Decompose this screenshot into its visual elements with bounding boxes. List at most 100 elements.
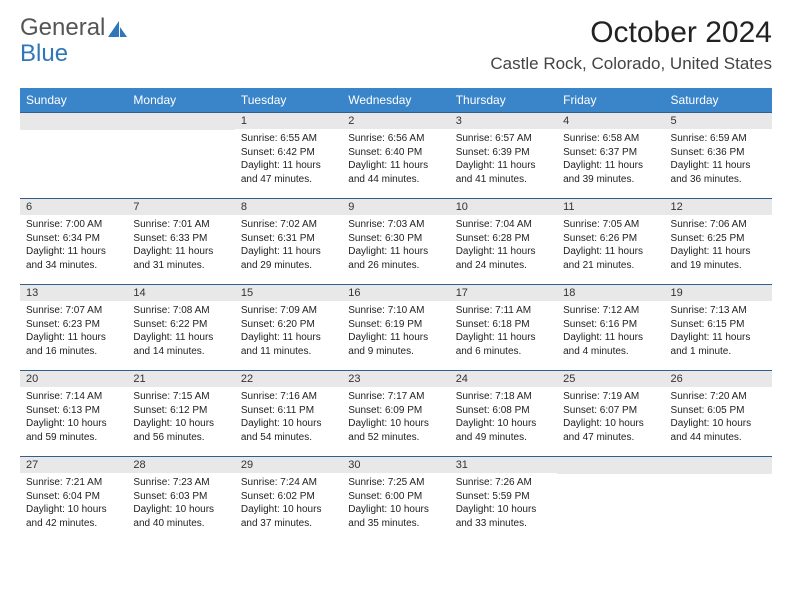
- day-number: 4: [557, 112, 664, 129]
- sunset-line: Sunset: 6:08 PM: [456, 405, 530, 416]
- calendar-cell: 27Sunrise: 7:21 AMSunset: 6:04 PMDayligh…: [20, 456, 127, 542]
- sunset-line: Sunset: 6:04 PM: [26, 491, 100, 502]
- sunset-line: Sunset: 6:25 PM: [671, 233, 745, 244]
- sunset-line: Sunset: 6:20 PM: [241, 319, 315, 330]
- calendar-cell: 16 Sunrise: 7:10 AM Sunset: 6:19 PM Dayligh…: [342, 284, 449, 370]
- day-details: Sunrise: 7:00 AMSunset: 6:34 PMDaylight:…: [20, 215, 127, 276]
- day-details: Sunrise: 7:07 AM Sunset: 6:23 PM Daylight:…: [20, 301, 127, 362]
- calendar-cell: 21Sunrise: 7:15 AMSunset: 6:12 PMDayligh…: [127, 370, 234, 456]
- daylight-line: Daylight: 10 hours and 47 minutes.: [563, 418, 644, 443]
- calendar-body: 1Sunrise: 6:55 AMSunset: 6:42 PMDaylight…: [20, 112, 772, 542]
- weekday-header: Wednesday: [342, 88, 449, 112]
- calendar-cell: 2Sunrise: 6:56 AMSunset: 6:40 PMDaylight…: [342, 112, 449, 198]
- day-details: Sunrise: 7:13 AMSunset: 6:15 PMDaylight:…: [665, 301, 772, 362]
- daylight-line: Daylight: 10 hours and 40 minutes.: [133, 504, 214, 529]
- calendar-row: 6Sunrise: 7:00 AMSunset: 6:34 PMDaylight…: [20, 198, 772, 284]
- sunrise-line: Sunrise: 7:16 AM: [241, 391, 317, 402]
- sunrise-line: Sunrise: 7:13 AM: [671, 305, 747, 316]
- header: General Blue October 2024 Castle Rock, C…: [20, 16, 772, 82]
- day-details: Sunrise: 7:03 AMSunset: 6:30 PMDaylight:…: [342, 215, 449, 276]
- day-number: 20: [20, 370, 127, 387]
- day-number: 16: [342, 284, 449, 301]
- month-title: October 2024: [490, 16, 772, 50]
- sunset-line: Sunset: 6:40 PM: [348, 147, 422, 158]
- day-details: Sunrise: 7:16 AMSunset: 6:11 PMDaylight:…: [235, 387, 342, 448]
- calendar-cell: [127, 112, 234, 198]
- day-details: Sunrise: 7:10 AM Sunset: 6:19 PM Daylight:…: [342, 301, 449, 362]
- day-number: 13: [20, 284, 127, 301]
- daylight-line: Daylight: 10 hours and 35 minutes.: [348, 504, 429, 529]
- day-number: 8: [235, 198, 342, 215]
- sunrise-line: Sunrise: 6:57 AM: [456, 133, 532, 144]
- daylight-line: Daylight: 11 hours and 9 minutes.: [348, 332, 428, 357]
- day-number: 27: [20, 456, 127, 473]
- day-details: Sunrise: 7:02 AMSunset: 6:31 PMDaylight:…: [235, 215, 342, 276]
- calendar-row: 1Sunrise: 6:55 AMSunset: 6:42 PMDaylight…: [20, 112, 772, 198]
- calendar-cell: 8Sunrise: 7:02 AMSunset: 6:31 PMDaylight…: [235, 198, 342, 284]
- day-details: Sunrise: 7:14 AMSunset: 6:13 PMDaylight:…: [20, 387, 127, 448]
- sunrise-line: Sunrise: 7:17 AM: [348, 391, 424, 402]
- day-number-empty: [20, 112, 127, 130]
- day-number-empty: [127, 112, 234, 130]
- sunrise-line: Sunrise: 7:20 AM: [671, 391, 747, 402]
- sunset-line: Sunset: 6:23 PM: [26, 319, 100, 330]
- day-details: Sunrise: 7:21 AMSunset: 6:04 PMDaylight:…: [20, 473, 127, 534]
- sunrise-line: Sunrise: 7:09 AM: [241, 305, 317, 316]
- calendar-cell: 22Sunrise: 7:16 AMSunset: 6:11 PMDayligh…: [235, 370, 342, 456]
- calendar-cell: 25Sunrise: 7:19 AMSunset: 6:07 PMDayligh…: [557, 370, 664, 456]
- day-number-empty: [665, 456, 772, 474]
- sunset-line: Sunset: 6:02 PM: [241, 491, 315, 502]
- day-number: 19: [665, 284, 772, 301]
- day-details: Sunrise: 7:17 AMSunset: 6:09 PMDaylight:…: [342, 387, 449, 448]
- day-number: 14: [127, 284, 234, 301]
- calendar-row: 13 Sunrise: 7:07 AM Sunset: 6:23 PM Dayligh…: [20, 284, 772, 370]
- sunset-line: Sunset: 6:13 PM: [26, 405, 100, 416]
- daylight-line: Daylight: 11 hours and 26 minutes.: [348, 246, 428, 271]
- day-number: 23: [342, 370, 449, 387]
- daylight-line: Daylight: 11 hours and 16 minutes.: [26, 332, 106, 357]
- sunrise-line: Sunrise: 7:07 AM: [26, 305, 102, 316]
- calendar-cell: 23Sunrise: 7:17 AMSunset: 6:09 PMDayligh…: [342, 370, 449, 456]
- sunset-line: Sunset: 6:22 PM: [133, 319, 207, 330]
- day-details: Sunrise: 7:12 AMSunset: 6:16 PMDaylight:…: [557, 301, 664, 362]
- sunrise-line: Sunrise: 7:14 AM: [26, 391, 102, 402]
- day-number: 3: [450, 112, 557, 129]
- calendar-cell: 26Sunrise: 7:20 AMSunset: 6:05 PMDayligh…: [665, 370, 772, 456]
- daylight-line: Daylight: 10 hours and 56 minutes.: [133, 418, 214, 443]
- day-details: Sunrise: 7:04 AMSunset: 6:28 PMDaylight:…: [450, 215, 557, 276]
- day-number: 15: [235, 284, 342, 301]
- day-number: 30: [342, 456, 449, 473]
- day-number: 2: [342, 112, 449, 129]
- day-number: 1: [235, 112, 342, 129]
- sunset-line: Sunset: 6:30 PM: [348, 233, 422, 244]
- sunset-line: Sunset: 6:00 PM: [348, 491, 422, 502]
- day-number: 10: [450, 198, 557, 215]
- sunrise-line: Sunrise: 7:25 AM: [348, 477, 424, 488]
- sunrise-line: Sunrise: 7:10 AM: [348, 305, 424, 316]
- weekday-header: Monday: [127, 88, 234, 112]
- daylight-line: Daylight: 11 hours and 21 minutes.: [563, 246, 643, 271]
- sunrise-line: Sunrise: 7:26 AM: [456, 477, 532, 488]
- calendar-cell: 10Sunrise: 7:04 AMSunset: 6:28 PMDayligh…: [450, 198, 557, 284]
- day-details: Sunrise: 7:11 AMSunset: 6:18 PMDaylight:…: [450, 301, 557, 362]
- sunset-line: Sunset: 6:39 PM: [456, 147, 530, 158]
- sunset-line: Sunset: 6:03 PM: [133, 491, 207, 502]
- calendar-cell: 28Sunrise: 7:23 AMSunset: 6:03 PMDayligh…: [127, 456, 234, 542]
- sunrise-line: Sunrise: 7:00 AM: [26, 219, 102, 230]
- sunset-line: Sunset: 6:31 PM: [241, 233, 315, 244]
- daylight-line: Daylight: 11 hours and 14 minutes.: [133, 332, 213, 357]
- daylight-line: Daylight: 10 hours and 33 minutes.: [456, 504, 537, 529]
- calendar-cell: [20, 112, 127, 198]
- brand-logo: General Blue: [20, 16, 129, 68]
- brand-word1: General: [20, 14, 105, 41]
- daylight-line: Daylight: 10 hours and 44 minutes.: [671, 418, 752, 443]
- calendar-cell: 12Sunrise: 7:06 AMSunset: 6:25 PMDayligh…: [665, 198, 772, 284]
- sunset-line: Sunset: 6:12 PM: [133, 405, 207, 416]
- daylight-line: Daylight: 10 hours and 49 minutes.: [456, 418, 537, 443]
- sunset-line: Sunset: 6:11 PM: [241, 405, 314, 416]
- sunrise-line: Sunrise: 7:15 AM: [133, 391, 209, 402]
- daylight-line: Daylight: 10 hours and 37 minutes.: [241, 504, 322, 529]
- day-number: 17: [450, 284, 557, 301]
- sunset-line: Sunset: 6:19 PM: [348, 319, 422, 330]
- calendar-cell: 7Sunrise: 7:01 AMSunset: 6:33 PMDaylight…: [127, 198, 234, 284]
